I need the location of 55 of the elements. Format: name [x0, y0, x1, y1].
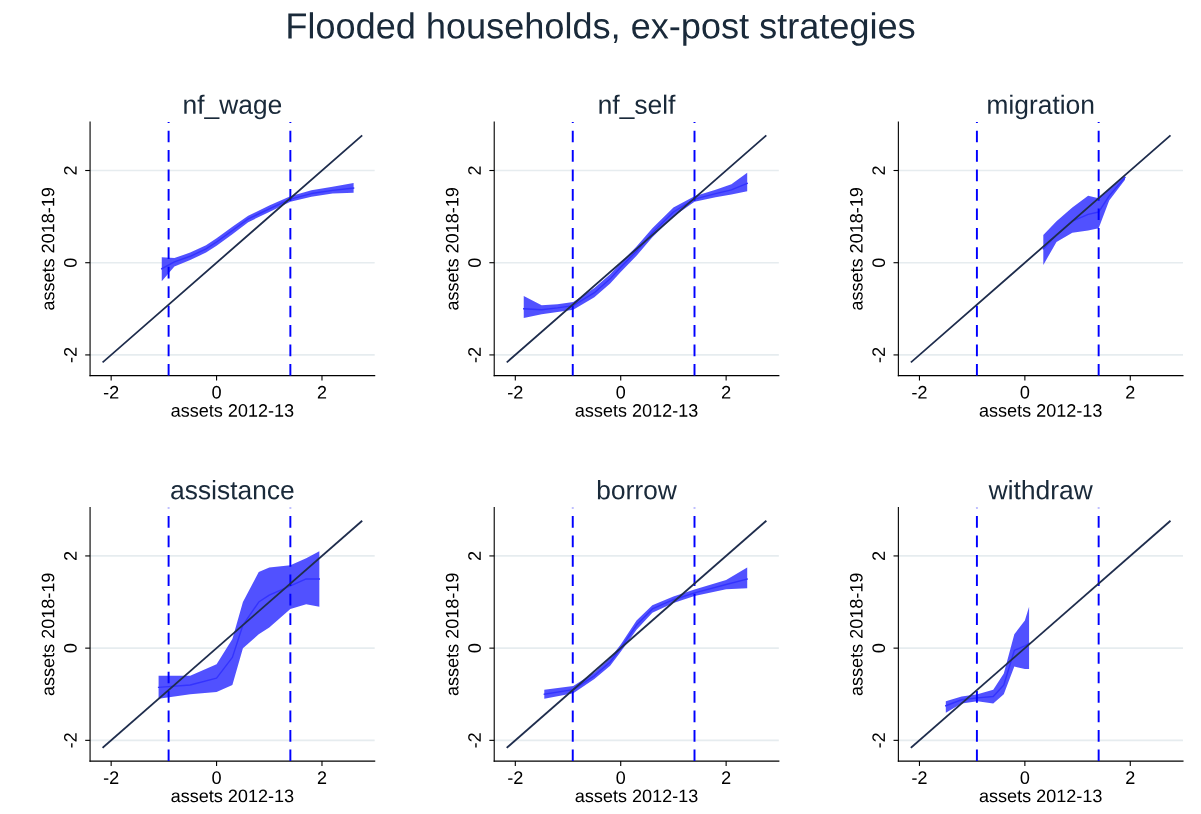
y-axis-title: assets 2018-19 — [41, 188, 55, 310]
y-tick-label: 2 — [872, 166, 885, 175]
x-tick-label: -2 — [103, 385, 119, 399]
x-tick-label: -2 — [912, 771, 927, 784]
y-tick-label: -2 — [468, 347, 481, 363]
x-tick-label: 0 — [212, 385, 221, 399]
y-tick-label: 0 — [872, 643, 886, 653]
chart-title: nf_wage — [184, 94, 282, 120]
x-axis-title: assets 2012-13 — [171, 404, 294, 417]
x-tick-label: 2 — [1126, 771, 1135, 784]
chart-title: withdraw — [988, 480, 1093, 500]
x-tick-label: 0 — [616, 385, 626, 399]
x-tick-label: 0 — [1020, 385, 1030, 399]
y-tick-label: -2 — [872, 347, 885, 363]
y-tick-label: 0 — [64, 258, 77, 268]
y-tick-label: 2 — [64, 551, 77, 561]
chart-title: borrow — [597, 480, 677, 500]
x-axis-title: assets 2012-13 — [575, 789, 698, 803]
y-tick-label: -2 — [872, 733, 885, 748]
y-tick-label: 0 — [468, 643, 481, 653]
y-axis-title: assets 2018-19 — [445, 188, 459, 310]
y-tick-label: -2 — [64, 347, 77, 363]
x-tick-label: 0 — [212, 771, 221, 785]
y-tick-label: 2 — [64, 166, 77, 175]
y-tick-label: 2 — [468, 166, 481, 175]
y-tick-label: 0 — [468, 258, 481, 268]
chart-title: assistance — [171, 480, 294, 500]
chart-title: nf_self — [599, 94, 676, 120]
y-tick-label: -2 — [64, 733, 77, 748]
x-tick-label: -2 — [103, 771, 119, 784]
chart-title: migration — [988, 94, 1094, 120]
x-tick-label: 2 — [317, 385, 327, 399]
x-tick-label: 0 — [616, 771, 626, 785]
text: Flooded households, ex-post strategies — [288, 12, 915, 46]
x-tick-label: -2 — [912, 385, 927, 399]
y-axis-title: assets 2018-19 — [445, 573, 459, 696]
y-tick-label: 0 — [64, 643, 77, 653]
y-tick-label: 2 — [872, 551, 885, 561]
y-tick-label: 0 — [872, 258, 886, 268]
x-tick-label: -2 — [508, 385, 523, 399]
x-tick-label: 0 — [1020, 771, 1030, 785]
x-tick-label: 2 — [722, 771, 731, 784]
y-tick-label: -2 — [468, 733, 481, 748]
y-axis-title: assets 2018-19 — [849, 188, 863, 310]
y-tick-label: 2 — [468, 551, 481, 561]
x-tick-label: 2 — [1126, 385, 1135, 399]
y-axis-title: assets 2018-19 — [41, 573, 55, 696]
x-axis-title: assets 2012-13 — [575, 404, 698, 417]
y-axis-title: assets 2018-19 — [849, 573, 863, 696]
x-tick-label: 2 — [722, 385, 731, 399]
x-tick-label: -2 — [508, 771, 523, 784]
x-tick-label: 2 — [317, 771, 327, 784]
x-axis-title: assets 2012-13 — [979, 404, 1102, 417]
x-axis-title: assets 2012-13 — [171, 789, 294, 803]
x-axis-title: assets 2012-13 — [979, 789, 1102, 803]
